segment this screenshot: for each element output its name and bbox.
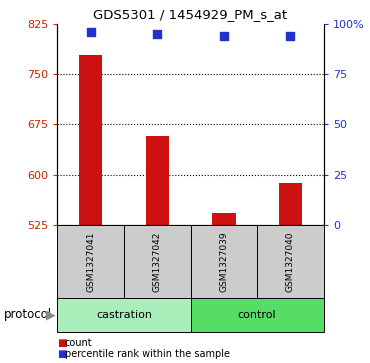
Bar	[57, 225, 124, 298]
Text: ▶: ▶	[46, 309, 56, 321]
Title: GDS5301 / 1454929_PM_s_at: GDS5301 / 1454929_PM_s_at	[94, 8, 287, 21]
Text: control: control	[238, 310, 276, 320]
Bar	[79, 55, 102, 225]
Text: percentile rank within the sample: percentile rank within the sample	[65, 349, 230, 359]
Bar	[124, 225, 191, 298]
Point	[154, 31, 160, 37]
Point	[287, 33, 293, 38]
Text: GSM1327039: GSM1327039	[219, 231, 228, 292]
Bar	[146, 136, 169, 225]
Text: protocol: protocol	[4, 309, 52, 321]
Text: ■: ■	[57, 349, 67, 359]
Text: GSM1327042: GSM1327042	[153, 231, 162, 291]
Bar	[212, 213, 236, 225]
Bar	[257, 225, 324, 298]
Point	[221, 33, 227, 38]
Text: ■: ■	[57, 338, 67, 348]
Bar	[279, 183, 302, 225]
Point	[88, 29, 94, 34]
Text: castration: castration	[96, 310, 152, 320]
Bar	[191, 298, 324, 332]
Text: GSM1327040: GSM1327040	[286, 231, 295, 291]
Text: count: count	[65, 338, 92, 348]
Bar	[191, 225, 257, 298]
Bar	[57, 298, 191, 332]
Text: GSM1327041: GSM1327041	[86, 231, 95, 291]
